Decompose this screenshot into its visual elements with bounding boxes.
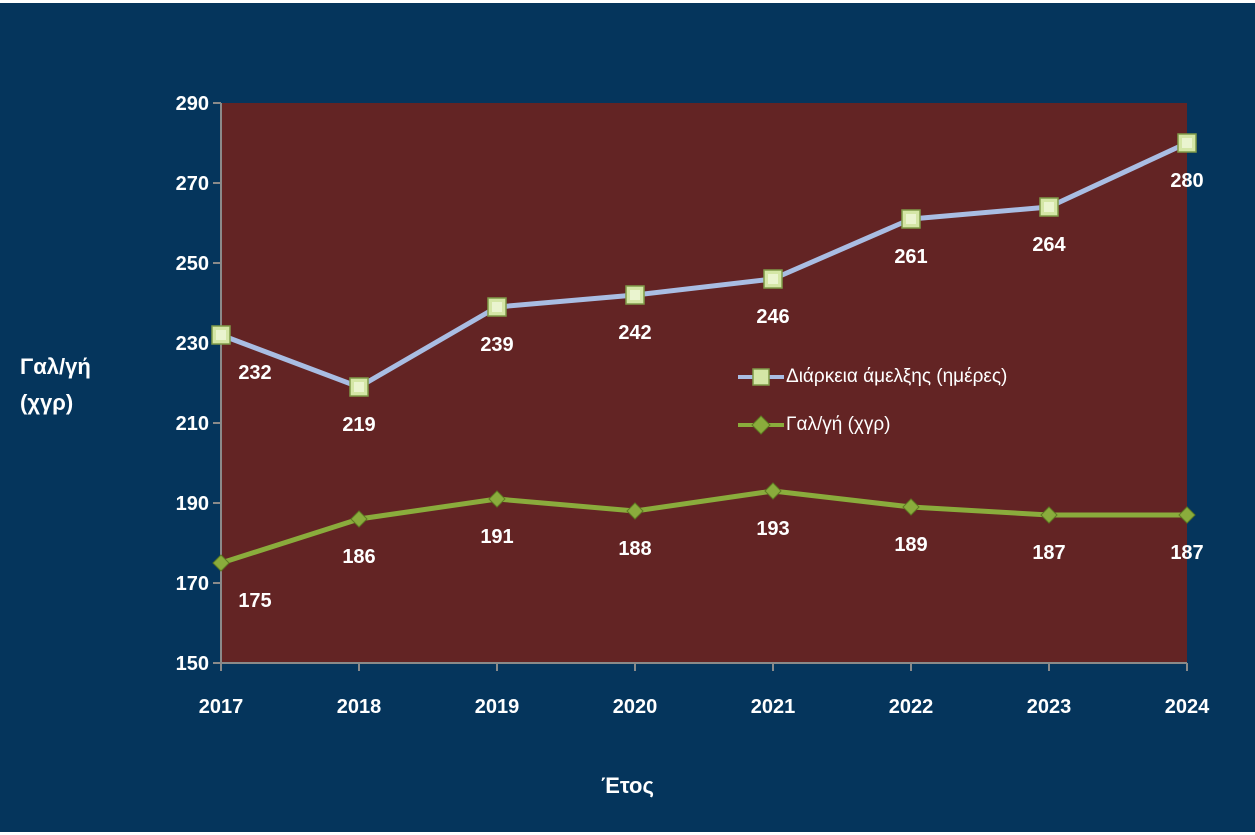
data-label: 188 — [618, 538, 651, 560]
x-tick-label: 2023 — [1027, 696, 1072, 718]
data-label: 242 — [618, 322, 651, 344]
data-label: 264 — [1032, 234, 1066, 256]
plot-area — [221, 103, 1187, 663]
y-axis-title-line-1: Γαλ/γή — [20, 354, 91, 379]
data-point-square-highlight — [630, 290, 640, 300]
data-point-diamond — [764, 482, 782, 500]
legend: Διάρκεια άμελξης (ημέρες) Γαλ/γή (χγρ) — [738, 353, 1007, 449]
x-tick-label: 2022 — [889, 696, 934, 718]
data-label: 189 — [894, 534, 927, 556]
legend-label-milking-duration: Διάρκεια άμελξης (ημέρες) — [786, 366, 1008, 387]
data-point-diamond — [488, 490, 506, 508]
data-label: 187 — [1032, 542, 1065, 564]
y-axis-title: Γαλ/γή (χγρ) — [20, 349, 140, 421]
data-point-diamond — [350, 510, 368, 528]
data-point-square-highlight — [1044, 202, 1054, 212]
data-label: 191 — [480, 526, 513, 548]
data-label: 186 — [342, 546, 375, 568]
data-label: 261 — [894, 246, 927, 268]
data-label: 219 — [342, 414, 375, 436]
data-label: 246 — [756, 306, 789, 328]
y-tick-label: 290 — [176, 93, 209, 115]
y-tick-label: 270 — [176, 173, 209, 195]
data-point-diamond — [626, 502, 644, 520]
data-point-square-highlight — [906, 214, 916, 224]
data-point-square-highlight — [354, 382, 364, 392]
x-tick-label: 2017 — [199, 696, 244, 718]
data-label: 280 — [1170, 170, 1203, 192]
data-label: 239 — [480, 334, 513, 356]
data-point-square-highlight — [492, 302, 502, 312]
y-axis-title-line-2: (χγρ) — [20, 390, 74, 415]
y-tick-label: 230 — [176, 333, 209, 355]
series-line-1 — [220, 140, 1189, 390]
data-point-diamond — [212, 554, 230, 572]
x-tick-label: 2018 — [337, 696, 382, 718]
legend-item-milk-yield: Γαλ/γή (χγρ) — [738, 401, 1007, 449]
y-tick-label: 250 — [176, 253, 209, 275]
y-tick-label: 170 — [176, 573, 209, 595]
x-axis-title: Έτος — [601, 773, 654, 798]
data-point-diamond — [902, 498, 920, 516]
data-label: 175 — [238, 590, 271, 612]
x-tick-label: 2021 — [751, 696, 796, 718]
x-tick-label: 2020 — [613, 696, 658, 718]
legend-swatch-diamond-icon — [738, 415, 784, 435]
data-label: 187 — [1170, 542, 1203, 564]
legend-item-milking-duration: Διάρκεια άμελξης (ημέρες) — [738, 353, 1007, 401]
data-label: 232 — [238, 362, 271, 384]
legend-label-milk-yield: Γαλ/γή (χγρ) — [786, 414, 891, 435]
legend-swatch-square-icon — [738, 368, 784, 386]
data-point-square-highlight — [216, 330, 226, 340]
data-point-diamond — [1178, 506, 1196, 524]
x-tick-label: 2019 — [475, 696, 520, 718]
y-tick-label: 150 — [176, 653, 209, 675]
data-point-diamond — [1040, 506, 1058, 524]
data-point-square-highlight — [1182, 138, 1192, 148]
line-chart: 150 170 190 210 230 250 270 290 2017 2018 2019 2020… — [176, 93, 1210, 718]
y-tick-label: 190 — [176, 493, 209, 515]
y-tick-label: 210 — [176, 413, 209, 435]
data-point-square-highlight — [768, 274, 778, 284]
series-line-2 — [220, 488, 1187, 566]
data-label: 193 — [756, 518, 789, 540]
x-tick-label: 2024 — [1165, 696, 1210, 718]
